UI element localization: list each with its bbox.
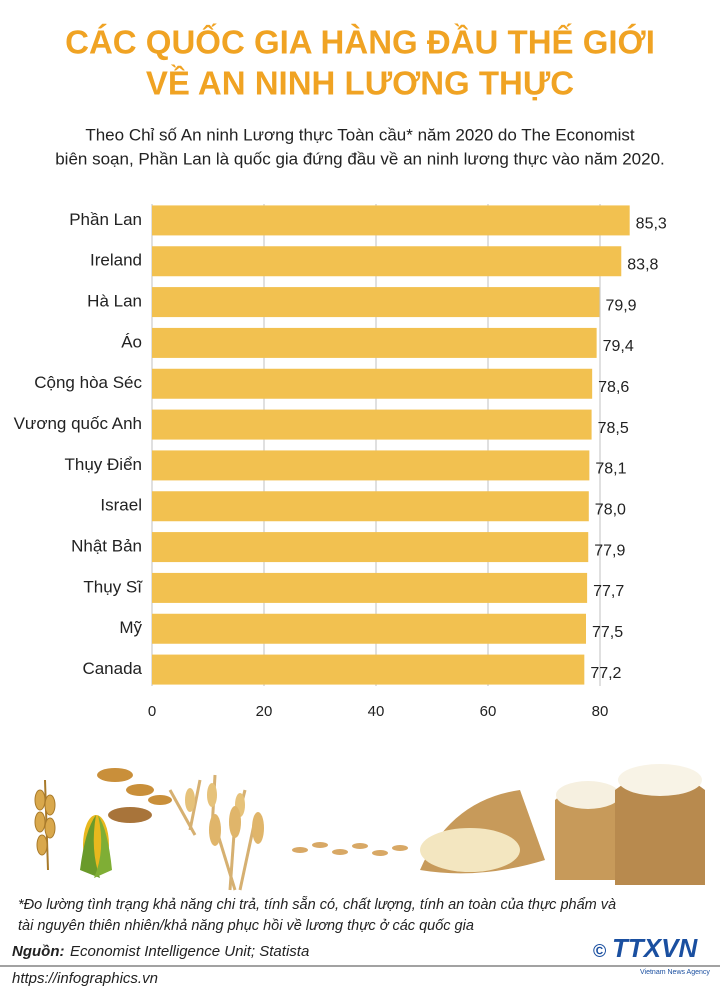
source: Economist Intelligence Unit; Statista [70,943,309,960]
title-line: VỀ AN NINH LƯƠNG THỰC [146,65,574,102]
bar [152,613,586,644]
value-label: 77,7 [593,583,624,600]
bar [152,246,622,277]
value-label: 77,9 [594,542,625,559]
bar [152,532,589,563]
y-tick-label: Phần Lan [69,210,142,229]
x-tick-label: 20 [256,703,273,720]
copyright: © [593,941,606,961]
y-tick-label: Cộng hòa Séc [34,373,142,392]
y-tick-label: Ireland [90,251,142,270]
footnote: tài nguyên thiên nhiên/khả năng phục hồi… [18,918,474,934]
subtitle-line: Theo Chỉ số An ninh Lương thực Toàn cầu*… [85,125,635,144]
value-label: 78,0 [595,501,626,518]
bar [152,205,630,236]
value-label: 79,9 [605,297,636,314]
y-tick-label: Thụy Sĩ [83,577,143,596]
x-tick-label: 0 [148,703,156,720]
subtitle-line: biên soạn, Phần Lan là quốc gia đứng đầu… [55,149,665,168]
value-label: 78,5 [598,420,629,437]
value-label: 77,2 [590,665,621,682]
grain-illustration [34,764,705,891]
y-tick-label: Áo [121,332,142,351]
y-tick-label: Mỹ [119,618,142,637]
value-label: 79,4 [603,338,634,355]
bar [152,368,593,399]
bar [152,491,589,522]
y-tick-label: Hà Lan [87,292,142,311]
x-tick-label: 60 [480,703,497,720]
bar [152,409,592,440]
x-tick-label: 80 [592,703,609,720]
value-label: 83,8 [627,256,658,273]
source-label: Nguồn: [12,943,64,960]
y-tick-label: Canada [82,659,142,678]
logo: TTXVN [612,933,698,963]
y-tick-label: Vương quốc Anh [14,414,142,433]
bar [152,572,588,603]
footnote: *Đo lường tình trạng khả năng chi trả, t… [18,896,616,913]
bar [152,654,585,685]
bar [152,287,600,318]
value-label: 85,3 [636,216,667,233]
y-tick-label: Israel [100,496,142,515]
title-line: CÁC QUỐC GIA HÀNG ĐẦU THẾ GIỚI [65,23,655,61]
bar [152,327,597,358]
url: https://infographics.vn [12,970,158,987]
bar [152,450,590,481]
value-label: 78,1 [595,461,626,478]
value-label: 77,5 [592,624,623,641]
value-label: 78,6 [598,379,629,396]
y-tick-label: Thụy Điển [65,455,142,474]
logo-subtitle: Vietnam News Agency [640,969,710,976]
x-tick-label: 40 [368,703,385,720]
y-tick-label: Nhật Bản [71,537,142,556]
plot: 0 20 40 60 80 Phần Lan 85,3 Ireland 83,8 Hà Lan 79… [14,204,667,720]
